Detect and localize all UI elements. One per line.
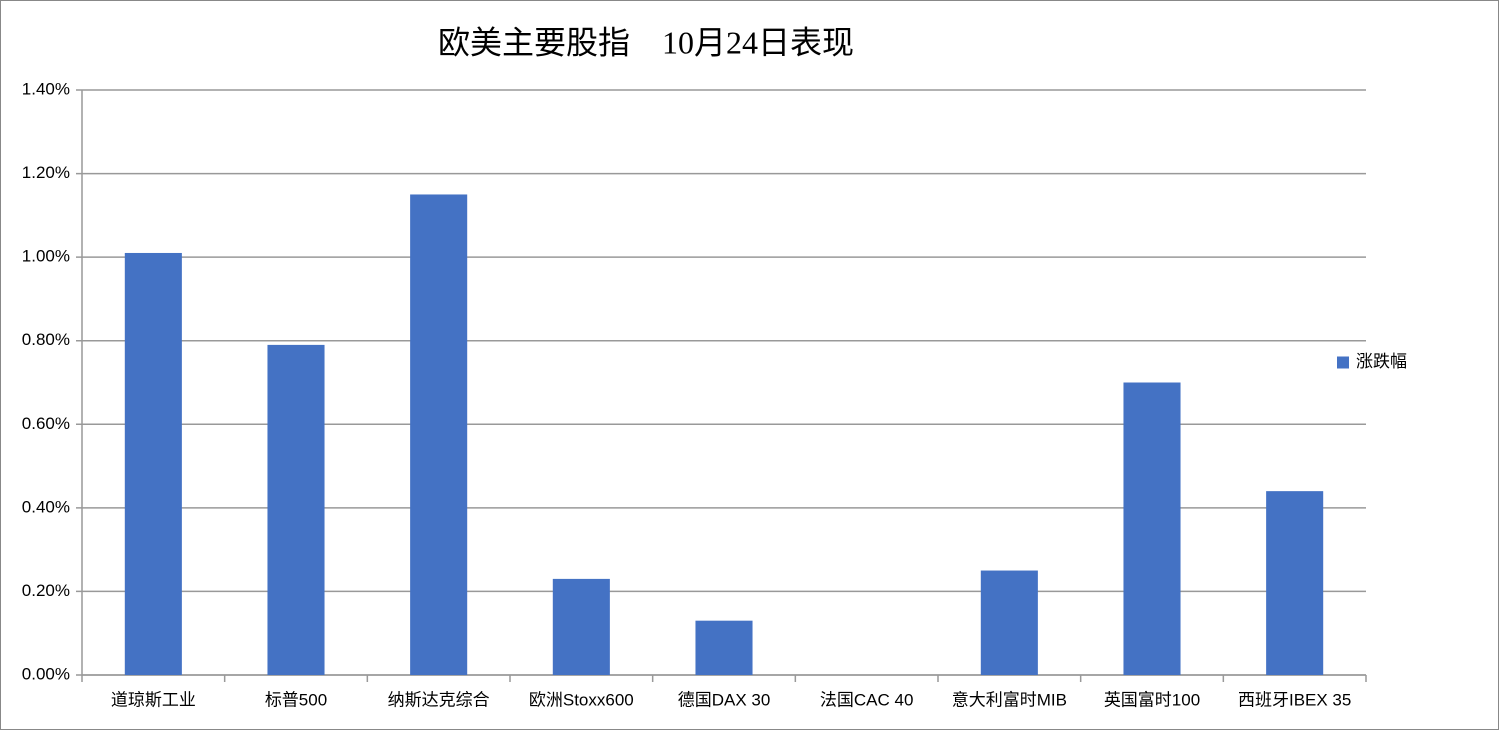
y-tick-label: 1.40% <box>22 79 70 98</box>
bar <box>552 578 610 675</box>
bar <box>124 252 182 675</box>
y-tick-label: 0.60% <box>22 414 70 433</box>
y-tick-label: 1.00% <box>22 247 70 266</box>
y-tick-label: 0.00% <box>22 664 70 683</box>
legend-swatch <box>1337 356 1349 369</box>
bar <box>267 344 325 675</box>
y-tick-label: 0.40% <box>22 497 70 516</box>
x-tick-label: 欧洲Stoxx600 <box>529 690 634 709</box>
bar <box>980 570 1038 675</box>
chart-title: 欧美主要股指 10月24日表现 <box>438 24 854 60</box>
x-tick-label: 意大利富时MIB <box>952 690 1067 709</box>
y-tick-label: 0.20% <box>22 581 70 600</box>
x-tick-label: 纳斯达克综合 <box>388 690 490 709</box>
y-tick-label: 1.20% <box>22 163 70 182</box>
bar <box>410 194 468 675</box>
x-tick-label: 德国DAX 30 <box>678 690 771 709</box>
bar <box>1123 382 1181 675</box>
x-tick-label: 道琼斯工业 <box>111 690 196 709</box>
x-tick-label: 法国CAC 40 <box>820 690 914 709</box>
bar <box>1266 491 1324 675</box>
y-tick-label: 0.80% <box>22 330 70 349</box>
legend-label: 涨跌幅 <box>1356 352 1407 371</box>
x-tick-label: 西班牙IBEX 35 <box>1238 690 1351 709</box>
x-tick-label: 英国富时100 <box>1104 690 1200 709</box>
bar <box>695 620 753 675</box>
x-tick-label: 标普500 <box>265 690 327 709</box>
